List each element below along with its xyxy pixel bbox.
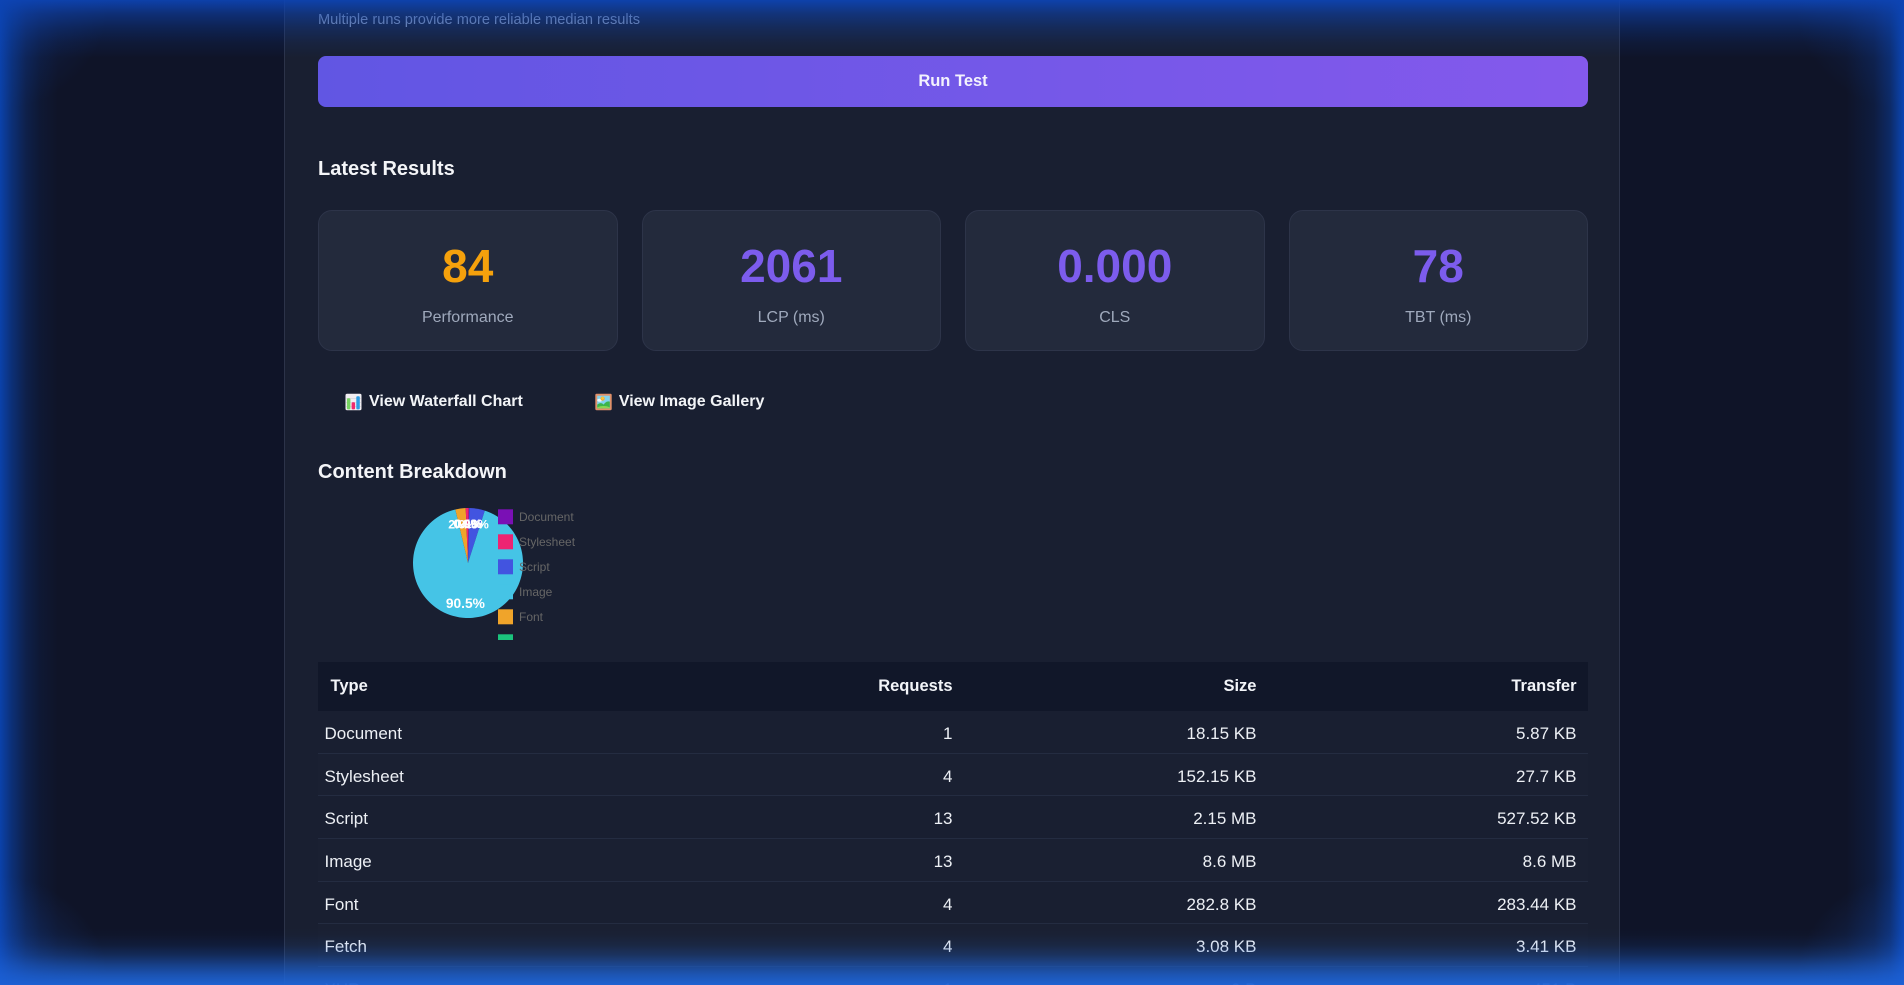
svg-text:Font: Font bbox=[519, 610, 544, 624]
svg-text:90.5%: 90.5% bbox=[446, 596, 485, 611]
svg-text:Image: Image bbox=[519, 585, 553, 599]
svg-text:4.6%: 4.6% bbox=[461, 518, 489, 532]
svg-text:Stylesheet: Stylesheet bbox=[519, 535, 576, 549]
svg-text:Script: Script bbox=[519, 560, 550, 574]
svg-text:Document: Document bbox=[519, 510, 574, 524]
